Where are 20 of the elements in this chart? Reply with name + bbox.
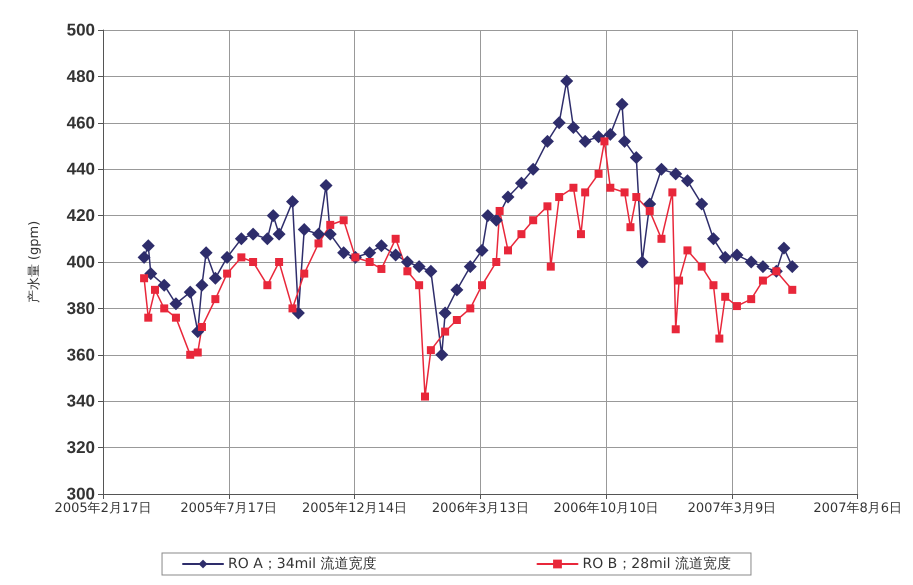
y-tick-label: 500: [66, 20, 95, 40]
x-tick-label: 2005年2月17日: [54, 501, 152, 516]
y-tick-label: 400: [66, 252, 95, 272]
y-tick-label: 420: [66, 206, 95, 226]
legend-label: RO B；28mil 流道宽度: [582, 556, 731, 572]
x-tick-label: 2007年3月9日: [688, 501, 776, 516]
x-tick-label: 2005年7月17日: [180, 501, 278, 516]
x-tick-label: 2007年8月6日: [813, 501, 902, 516]
x-tick-label: 2006年3月13日: [432, 501, 529, 516]
y-tick-label: 480: [66, 66, 95, 86]
y-tick-label: 380: [66, 298, 95, 318]
y-tick-label: 340: [66, 392, 95, 411]
y-tick-label: 440: [66, 160, 95, 179]
y-tick-label: 460: [66, 113, 95, 132]
y-tick-label: 320: [66, 438, 95, 458]
y-axis-title: 产水量 (gpm): [27, 220, 42, 304]
x-tick-label: 2006年10月10日: [554, 501, 659, 516]
y-tick-label: 360: [66, 345, 95, 364]
x-tick-label: 2005年12月14日: [302, 501, 408, 516]
legend-label: RO A；34mil 流道宽度: [228, 556, 376, 572]
